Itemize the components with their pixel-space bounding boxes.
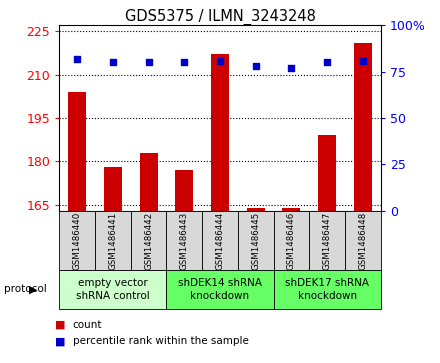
Text: ■: ■ <box>55 320 66 330</box>
Point <box>181 60 188 65</box>
Text: GSM1486441: GSM1486441 <box>108 211 117 270</box>
Point <box>288 65 295 71</box>
Text: percentile rank within the sample: percentile rank within the sample <box>73 336 249 346</box>
Bar <box>282 208 300 211</box>
Text: ▶: ▶ <box>29 285 37 294</box>
Point <box>216 58 224 64</box>
Bar <box>309 211 345 270</box>
Bar <box>274 211 309 270</box>
Text: protocol: protocol <box>4 285 47 294</box>
Text: GSM1486448: GSM1486448 <box>358 211 367 270</box>
Bar <box>104 167 122 211</box>
Bar <box>139 153 158 211</box>
Bar <box>345 211 381 270</box>
Point <box>323 60 330 65</box>
Text: GSM1486446: GSM1486446 <box>287 211 296 270</box>
Bar <box>274 270 381 309</box>
Text: empty vector
shRNA control: empty vector shRNA control <box>76 278 150 301</box>
Point <box>110 60 117 65</box>
Text: count: count <box>73 320 102 330</box>
Text: ■: ■ <box>55 336 66 346</box>
Text: GSM1486444: GSM1486444 <box>216 211 224 270</box>
Title: GDS5375 / ILMN_3243248: GDS5375 / ILMN_3243248 <box>125 9 315 25</box>
Bar <box>318 135 336 211</box>
Text: GSM1486445: GSM1486445 <box>251 211 260 270</box>
Point <box>145 60 152 65</box>
Bar <box>247 208 264 211</box>
Bar <box>211 54 229 211</box>
Bar <box>176 170 193 211</box>
Bar <box>59 270 166 309</box>
Bar <box>95 211 131 270</box>
Bar <box>202 211 238 270</box>
Text: GSM1486440: GSM1486440 <box>73 211 82 270</box>
Bar <box>166 270 274 309</box>
Point <box>359 58 366 64</box>
Bar <box>238 211 274 270</box>
Point <box>252 63 259 69</box>
Bar <box>166 211 202 270</box>
Text: shDEK14 shRNA
knockdown: shDEK14 shRNA knockdown <box>178 278 262 301</box>
Bar <box>354 43 372 211</box>
Point <box>74 56 81 62</box>
Bar <box>68 92 86 211</box>
Text: shDEK17 shRNA
knockdown: shDEK17 shRNA knockdown <box>285 278 369 301</box>
Text: GSM1486443: GSM1486443 <box>180 211 189 270</box>
Text: GSM1486447: GSM1486447 <box>323 211 332 270</box>
Bar <box>131 211 166 270</box>
Bar <box>59 211 95 270</box>
Text: GSM1486442: GSM1486442 <box>144 211 153 270</box>
